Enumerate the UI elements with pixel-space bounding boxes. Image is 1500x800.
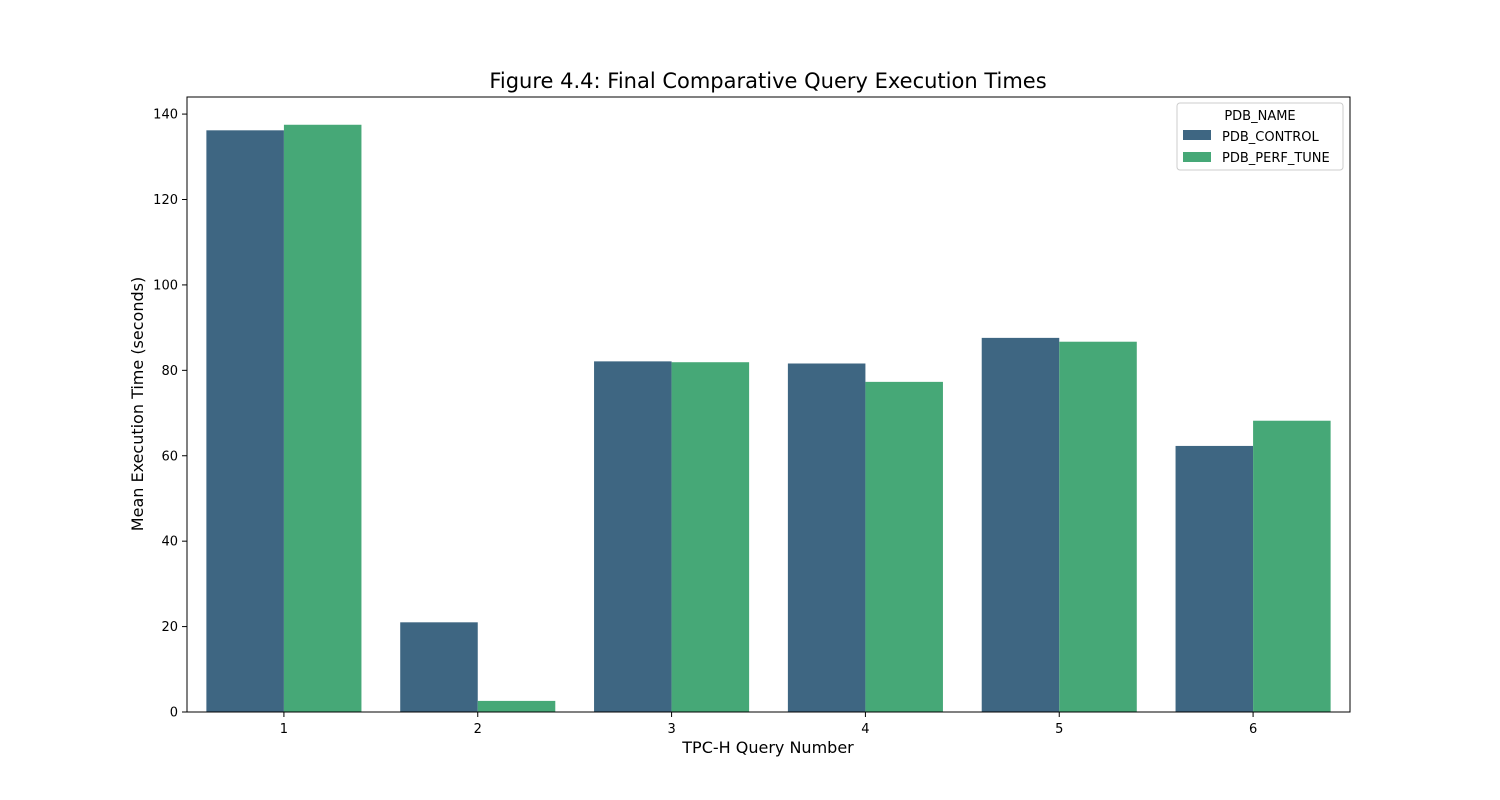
y-axis-label: Mean Execution Time (seconds) [128,277,147,531]
x-axis-label: TPC-H Query Number [681,738,854,757]
x-tick-label: 6 [1249,722,1257,737]
y-tick-label: 0 [170,706,178,721]
bar-pdb-control-q2 [400,622,478,712]
y-tick-label: 100 [153,278,178,293]
legend-swatch-pdb-perf-tune [1183,152,1211,162]
y-tick-label: 80 [161,364,178,379]
bar-pdb-control-q4 [787,363,866,712]
bar-pdb-control-q6 [1175,445,1254,712]
bar-pdb-perf-tune-q4 [865,381,943,712]
bar-pdb-control-q3 [594,361,672,712]
y-tick-label: 40 [161,535,178,550]
x-tick-label: 1 [280,722,288,737]
y-tick-label: 140 [153,108,178,123]
legend-label-pdb-control: PDB_CONTROL [1222,130,1320,145]
y-axis: 0 20 40 60 80 100 120 140 [153,108,187,721]
chart-title: Figure 4.4: Final Comparative Query Exec… [489,69,1046,93]
x-axis: 1 2 3 4 5 6 [280,712,1257,737]
x-tick-label: 5 [1055,722,1063,737]
bar-pdb-perf-tune-q5 [1059,341,1137,712]
bar-pdb-control-q5 [981,337,1060,712]
legend-swatch-pdb-control [1183,130,1211,140]
y-tick-label: 60 [161,449,178,464]
bar-pdb-perf-tune-q2 [477,700,556,712]
bars-group [206,124,1331,712]
bar-pdb-perf-tune-q1 [283,124,362,712]
plot-frame [186,96,1351,713]
x-tick-label: 3 [667,722,675,737]
legend-box [1176,102,1344,171]
y-tick-label: 20 [161,620,178,635]
legend-title: PDB_NAME [1224,109,1295,124]
x-tick-label: 4 [861,722,869,737]
bar-pdb-perf-tune-q3 [671,362,750,712]
y-tick-label: 120 [153,193,178,208]
legend: PDB_NAME PDB_CONTROL PDB_PERF_TUNE [1176,102,1344,171]
bar-pdb-control-q1 [206,130,284,712]
x-tick-label: 2 [474,722,482,737]
bar-pdb-perf-tune-q6 [1253,420,1331,712]
legend-label-pdb-perf-tune: PDB_PERF_TUNE [1222,151,1330,166]
